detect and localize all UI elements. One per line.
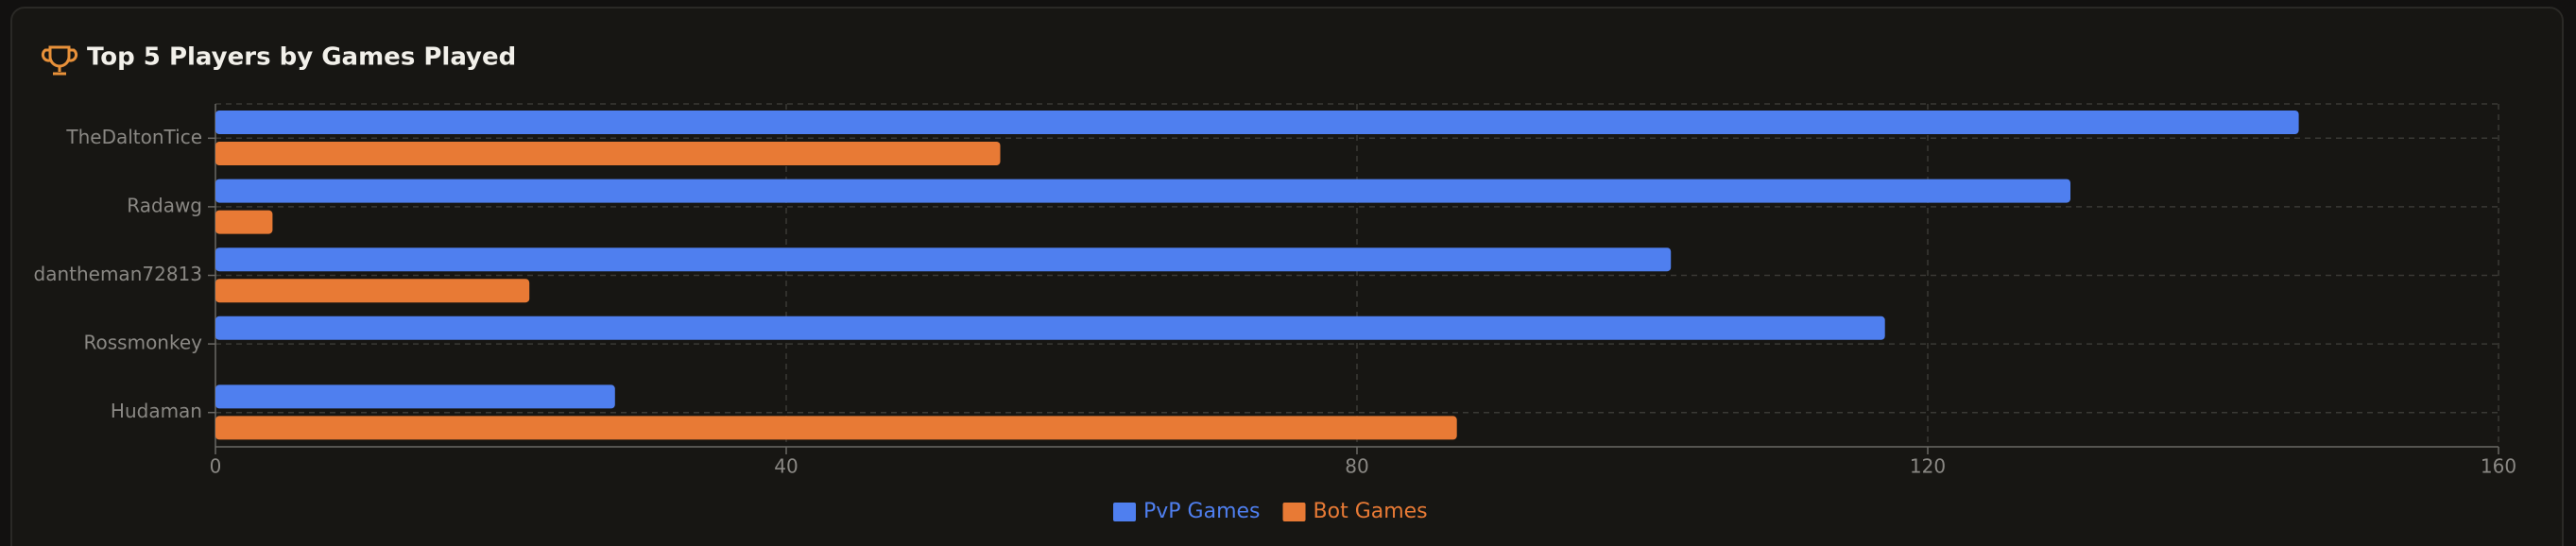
legend-label: Bot Games [1314, 500, 1428, 523]
x-tick-label: 40 [774, 455, 798, 478]
x-tick-label: 120 [1910, 455, 1946, 478]
x-tick-label: 0 [210, 455, 222, 478]
bar [215, 416, 1457, 440]
legend-swatch [1282, 503, 1306, 521]
bar [215, 384, 615, 409]
y-tick-label: Radawg [127, 194, 202, 216]
chart-title: Top 5 Players by Games Played [87, 43, 516, 72]
bar [215, 111, 2299, 134]
trophy-icon [41, 45, 78, 76]
card [10, 7, 2564, 546]
legend-swatch [1113, 503, 1136, 521]
bar [215, 316, 1885, 340]
bar [215, 279, 530, 303]
bar [215, 210, 273, 234]
x-tick-label: 160 [2481, 455, 2516, 478]
y-tick-label: dantheman72813 [34, 263, 203, 285]
bar [215, 247, 1672, 272]
bar [215, 179, 2070, 203]
x-tick-label: 80 [1345, 455, 1368, 478]
bar [215, 142, 1001, 165]
legend-label: PvP Games [1143, 500, 1261, 523]
y-tick-label: Rossmonkey [84, 332, 203, 354]
y-tick-label: Hudaman [111, 400, 202, 422]
y-tick-label: TheDaltonTice [65, 126, 202, 148]
